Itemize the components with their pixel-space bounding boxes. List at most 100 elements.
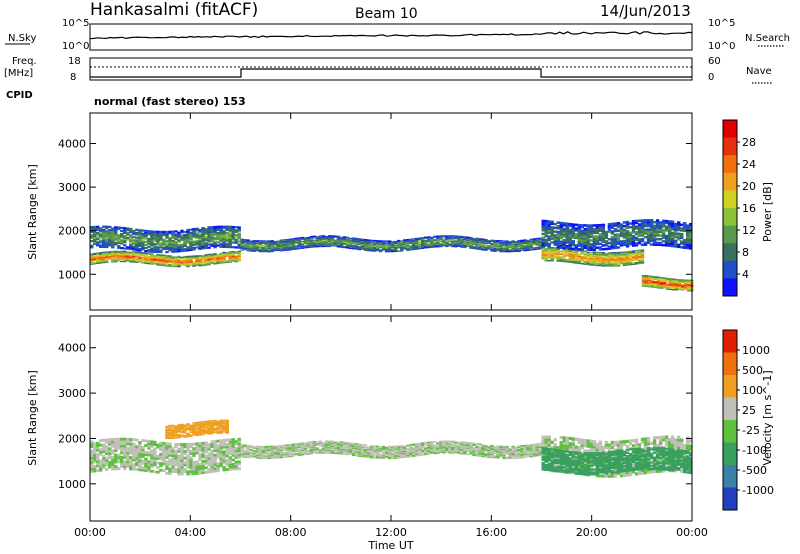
- power-cell: [258, 248, 262, 250]
- power-cell: [631, 225, 636, 229]
- power-cell: [607, 256, 612, 258]
- power-cell: [204, 236, 208, 239]
- power-cell: [168, 256, 172, 259]
- power-cell: [108, 228, 112, 232]
- power-cell: [589, 260, 594, 262]
- power-cell: [544, 249, 548, 251]
- vel-cell: [351, 452, 356, 455]
- power-cell: [201, 233, 205, 236]
- vel-cell: [111, 442, 115, 446]
- power-cell: [568, 236, 572, 239]
- vel-cell: [385, 456, 389, 459]
- power-cell: [105, 227, 109, 230]
- cpid-text: normal (fast stereo) 153: [94, 95, 246, 108]
- power-cell: [665, 288, 670, 290]
- power-cell: [625, 243, 630, 246]
- power-cell: [415, 239, 419, 241]
- vel-cell: [147, 464, 151, 468]
- vel-cell: [207, 461, 211, 465]
- vel-cell: [141, 439, 145, 442]
- vel-cell: [99, 443, 103, 447]
- power-cell: [186, 259, 190, 262]
- power-cell: [550, 259, 554, 262]
- vel-cell: [231, 458, 235, 462]
- power-cell: [117, 250, 121, 253]
- power-cell: [336, 239, 341, 242]
- power-cell: [568, 253, 572, 255]
- power-cell: [276, 247, 280, 250]
- vel-cell: [348, 450, 353, 452]
- power-cell: [592, 229, 597, 233]
- vel-cell: [108, 442, 112, 446]
- vel-cell: [198, 448, 202, 452]
- power-cell: [93, 252, 97, 255]
- power-cell: [684, 287, 688, 289]
- vel-cell: [270, 455, 274, 458]
- power-cell: [382, 246, 386, 248]
- power-cell: [535, 241, 539, 243]
- power-cell: [580, 258, 584, 261]
- vel-cell: [105, 440, 109, 444]
- vel-cell: [348, 452, 353, 454]
- vel-cell: [348, 443, 353, 445]
- power-cell: [535, 237, 539, 240]
- vel-cell: [201, 431, 205, 434]
- power-cell: [333, 239, 338, 241]
- power-cell: [159, 256, 163, 259]
- power-cell: [102, 253, 106, 255]
- power-cell: [496, 249, 500, 251]
- power-cell: [689, 228, 693, 231]
- power-cell: [150, 257, 154, 260]
- power-cell: [126, 229, 130, 232]
- power-cell: [303, 245, 308, 247]
- vel-cell: [225, 432, 229, 434]
- power-cell: [336, 237, 341, 239]
- power-cell: [213, 233, 217, 236]
- vel-cell: [102, 461, 106, 465]
- power-cell: [662, 280, 667, 282]
- power-cell: [354, 243, 359, 245]
- power-cell: [168, 241, 172, 244]
- power-cell: [565, 261, 569, 263]
- power-cell: [375, 240, 380, 243]
- power-cell: [162, 264, 166, 266]
- vel-cell: [201, 426, 205, 429]
- vel-cell: [237, 442, 241, 446]
- vel-cell: [270, 454, 274, 457]
- power-cell: [336, 235, 341, 238]
- power-cell: [625, 224, 630, 227]
- power-cell: [553, 237, 557, 241]
- power-cell: [571, 247, 575, 251]
- power-cell: [649, 219, 654, 222]
- power-cell: [649, 243, 654, 246]
- power-cell: [680, 246, 684, 249]
- power-cell: [532, 240, 536, 243]
- vel-cell: [174, 425, 178, 427]
- vel-cell: [210, 454, 214, 457]
- power-cell: [622, 232, 627, 235]
- power-cell: [678, 283, 682, 286]
- power-cell: [454, 235, 458, 237]
- vel-cell: [339, 445, 344, 448]
- power-cell: [678, 279, 682, 281]
- power-cell: [147, 253, 151, 255]
- power-cell: [222, 231, 226, 234]
- vel-cell: [258, 445, 262, 448]
- power-cell: [108, 225, 112, 228]
- power-cell: [312, 239, 317, 242]
- power-cell: [403, 245, 407, 247]
- vel-cell: [282, 444, 286, 447]
- power-cell: [505, 241, 509, 243]
- power-cell: [93, 241, 97, 244]
- power-cell: [571, 243, 575, 247]
- power-cell: [662, 285, 667, 287]
- power-cell: [589, 239, 594, 242]
- power-cell: [622, 255, 627, 257]
- power-cell: [454, 242, 458, 245]
- vel-cell: [388, 449, 392, 451]
- vel-cell: [324, 448, 329, 451]
- vel-cell: [216, 422, 220, 425]
- power-cell: [683, 229, 687, 233]
- vel-cell: [276, 453, 280, 455]
- vel-cell: [138, 461, 142, 465]
